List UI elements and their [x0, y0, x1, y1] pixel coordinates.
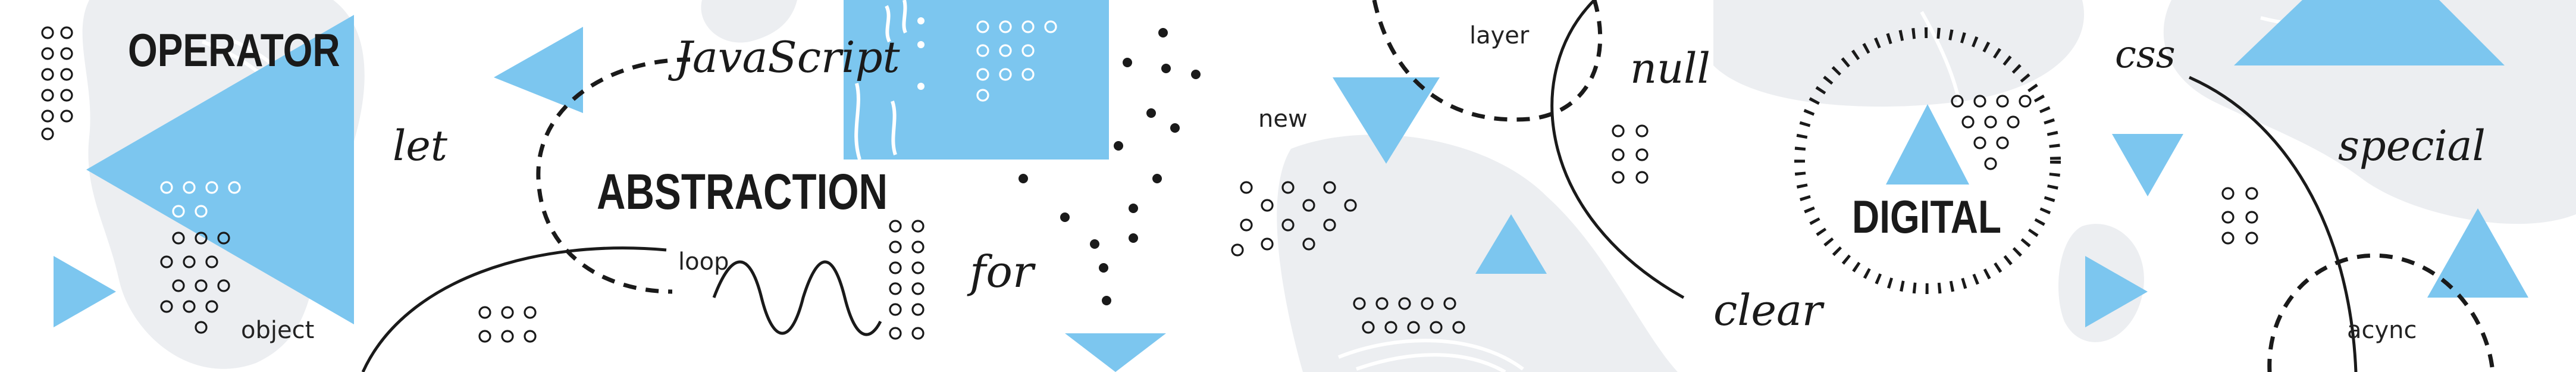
- dashed-ring-digital: [1794, 27, 2061, 294]
- blue-shapes: [54, 0, 2528, 372]
- line-art: [361, 0, 2358, 372]
- dashed-arcs: [536, 0, 2495, 372]
- ring-grids: [41, 26, 2258, 343]
- dot-scatter: [1019, 28, 1201, 305]
- word-special: special: [2338, 121, 2486, 170]
- white-rings-triangle: [160, 181, 241, 218]
- word-operator: OPERATOR: [128, 24, 340, 76]
- word-null: null: [1630, 44, 1710, 93]
- word-acync: acync: [2347, 317, 2417, 344]
- dark-rings-triangle: [160, 232, 230, 334]
- word-object: object: [241, 317, 315, 344]
- word-abstraction: ABSTRACTION: [597, 164, 888, 220]
- grey-blobs: [82, 0, 2576, 372]
- word-layer: layer: [1469, 22, 1530, 49]
- rect-squiggles: [854, 0, 907, 160]
- rect-dots: [917, 17, 925, 90]
- word-for: for: [970, 246, 1034, 298]
- word-digital: DIGITAL: [1852, 190, 2002, 243]
- white-ring-grid: [976, 20, 1057, 102]
- word-loop: loop: [678, 248, 729, 276]
- word-javascript: JavaScript: [675, 32, 900, 82]
- word-css: css: [2115, 33, 2176, 77]
- word-let: let: [393, 121, 447, 170]
- word-new: new: [1258, 105, 1308, 133]
- word-clear: clear: [1713, 285, 1823, 335]
